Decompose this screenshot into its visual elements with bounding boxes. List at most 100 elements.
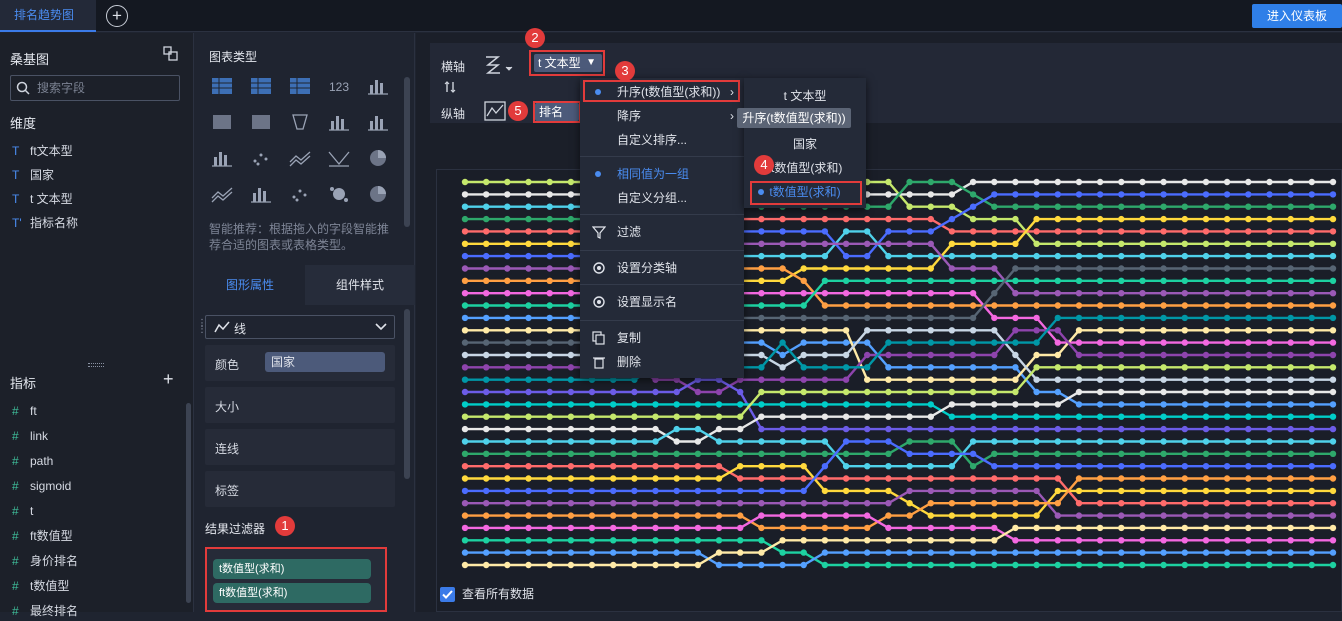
data-point[interactable] xyxy=(525,203,532,210)
data-point[interactable] xyxy=(758,487,765,495)
data-point[interactable] xyxy=(864,364,871,371)
data-point[interactable] xyxy=(1181,240,1188,247)
submenu-item[interactable]: t 文本型 xyxy=(744,84,866,108)
data-point[interactable] xyxy=(567,376,575,383)
data-point[interactable] xyxy=(631,537,638,544)
data-point[interactable] xyxy=(1329,351,1337,359)
data-point[interactable] xyxy=(546,512,553,519)
data-point[interactable] xyxy=(567,277,575,284)
data-point[interactable] xyxy=(1139,524,1146,532)
data-point[interactable] xyxy=(567,524,575,532)
data-point[interactable] xyxy=(800,500,807,507)
data-point[interactable] xyxy=(567,314,575,322)
data-point[interactable] xyxy=(567,500,575,507)
data-point[interactable] xyxy=(864,401,871,408)
data-point[interactable] xyxy=(800,537,807,544)
data-point[interactable] xyxy=(1329,425,1337,433)
data-point[interactable] xyxy=(948,215,956,223)
data-point[interactable] xyxy=(1118,240,1125,247)
data-point[interactable] xyxy=(842,339,850,346)
data-point[interactable] xyxy=(1202,401,1210,408)
data-point[interactable] xyxy=(906,475,913,482)
data-point[interactable] xyxy=(461,364,469,371)
data-point[interactable] xyxy=(737,450,744,457)
data-point[interactable] xyxy=(885,401,892,408)
data-point[interactable] xyxy=(1096,425,1104,433)
data-point[interactable] xyxy=(1202,215,1210,223)
metric-field[interactable]: # ft xyxy=(12,401,37,421)
data-point[interactable] xyxy=(1287,463,1294,470)
data-point[interactable] xyxy=(842,413,850,420)
data-point[interactable] xyxy=(567,339,575,346)
data-point[interactable] xyxy=(906,302,913,309)
data-point[interactable] xyxy=(779,364,786,371)
data-point[interactable] xyxy=(864,450,871,457)
data-point[interactable] xyxy=(758,265,765,272)
data-point[interactable] xyxy=(1054,537,1061,544)
data-point[interactable] xyxy=(1181,475,1188,482)
data-point[interactable] xyxy=(1223,537,1231,544)
data-point[interactable] xyxy=(842,364,850,371)
data-point[interactable] xyxy=(1329,265,1337,272)
stacked-column-icon[interactable] xyxy=(365,111,391,133)
data-point[interactable] xyxy=(631,500,638,507)
data-point[interactable] xyxy=(1139,203,1146,210)
data-point[interactable] xyxy=(864,413,871,420)
data-point[interactable] xyxy=(885,302,892,309)
data-point[interactable] xyxy=(1329,512,1337,519)
data-point[interactable] xyxy=(1266,438,1273,445)
series-line[interactable] xyxy=(465,551,1333,567)
data-point[interactable] xyxy=(1287,388,1294,396)
data-point[interactable] xyxy=(842,228,850,235)
data-point[interactable] xyxy=(927,450,934,457)
data-point[interactable] xyxy=(906,524,913,532)
data-point[interactable] xyxy=(652,487,659,495)
data-point[interactable] xyxy=(631,388,638,396)
data-point[interactable] xyxy=(610,549,617,556)
data-point[interactable] xyxy=(1245,524,1252,532)
data-point[interactable] xyxy=(1181,401,1188,408)
data-point[interactable] xyxy=(864,549,871,556)
data-point[interactable] xyxy=(906,401,913,408)
data-point[interactable] xyxy=(1329,339,1337,346)
data-point[interactable] xyxy=(1329,228,1337,235)
data-point[interactable] xyxy=(1202,327,1210,334)
data-point[interactable] xyxy=(546,240,553,247)
data-point[interactable] xyxy=(567,549,575,556)
data-point[interactable] xyxy=(631,376,638,383)
data-point[interactable] xyxy=(1033,277,1040,284)
data-point[interactable] xyxy=(1245,191,1252,198)
data-point[interactable] xyxy=(927,302,934,309)
data-point[interactable] xyxy=(1096,290,1104,297)
data-point[interactable] xyxy=(546,413,553,420)
data-point[interactable] xyxy=(461,351,469,359)
data-point[interactable] xyxy=(1202,413,1210,420)
data-point[interactable] xyxy=(885,450,892,457)
data-point[interactable] xyxy=(1266,290,1273,297)
data-point[interactable] xyxy=(1266,364,1273,371)
data-point[interactable] xyxy=(948,388,956,396)
data-point[interactable] xyxy=(673,537,680,544)
data-point[interactable] xyxy=(758,500,765,507)
data-point[interactable] xyxy=(525,240,532,247)
data-point[interactable] xyxy=(1160,215,1167,223)
data-point[interactable] xyxy=(737,524,744,532)
data-point[interactable] xyxy=(779,438,786,445)
data-point[interactable] xyxy=(758,290,765,297)
data-point[interactable] xyxy=(737,413,744,420)
data-point[interactable] xyxy=(546,450,553,457)
data-point[interactable] xyxy=(1287,537,1294,544)
data-point[interactable] xyxy=(504,314,511,322)
data-point[interactable] xyxy=(483,302,490,309)
data-point[interactable] xyxy=(906,351,913,359)
data-point[interactable] xyxy=(1139,376,1146,383)
data-point[interactable] xyxy=(758,327,765,334)
data-point[interactable] xyxy=(461,561,469,569)
data-point[interactable] xyxy=(1266,339,1273,346)
data-point[interactable] xyxy=(1033,512,1040,519)
data-point[interactable] xyxy=(1075,500,1083,507)
data-point[interactable] xyxy=(948,425,956,433)
data-point[interactable] xyxy=(525,425,532,433)
data-point[interactable] xyxy=(1223,500,1231,507)
data-point[interactable] xyxy=(969,413,977,420)
